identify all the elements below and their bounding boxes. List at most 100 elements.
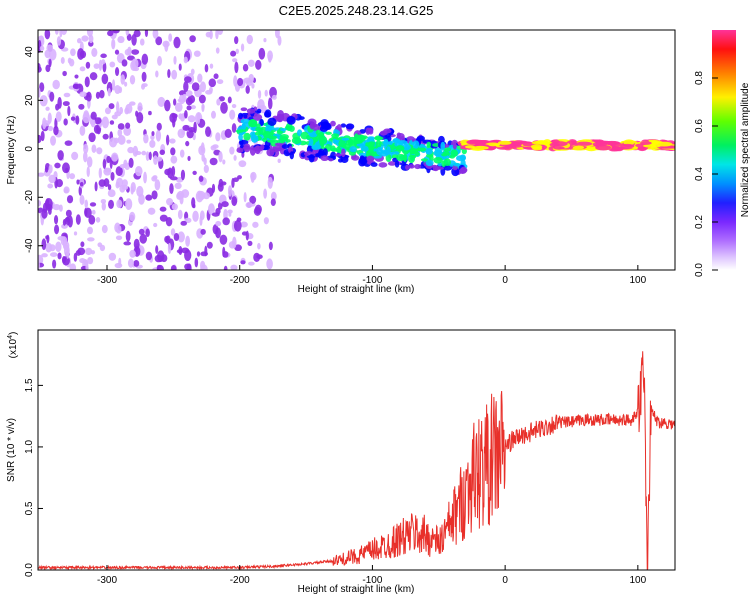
spectrogram-x-label: Height of straight line (km): [298, 284, 415, 295]
spectrogram-cell: [451, 167, 460, 177]
spectrogram-cell: [38, 172, 45, 177]
spectrogram-cell: [57, 235, 66, 241]
spectrogram-cell: [288, 125, 295, 132]
x-tick-label: -200: [230, 275, 250, 286]
spectrogram-cell: [107, 184, 112, 191]
spectrogram-cell: [572, 145, 585, 150]
spectrogram-cell: [332, 138, 337, 144]
spectrogram-cell: [48, 58, 52, 68]
snr-y-scale-exponent: 4: [7, 335, 14, 339]
spectrogram-cell: [267, 97, 273, 110]
spectrogram-cell: [136, 185, 144, 197]
spectrogram-cell: [379, 150, 389, 157]
spectrogram-cell: [233, 75, 238, 87]
spectrogram-cell: [366, 155, 375, 162]
spectrogram-cell: [247, 59, 255, 67]
spectrogram-cell: [79, 91, 87, 98]
spectrogram-cell: [238, 112, 244, 120]
spectrogram-cell: [277, 158, 281, 163]
spectrogram-cell: [452, 141, 457, 150]
spectrogram-cell: [79, 125, 86, 136]
snr-y-scale-note: (x104): [7, 332, 19, 359]
spectrogram-cell: [45, 106, 50, 111]
spectrogram-cell: [171, 203, 178, 211]
colorbar-label: Normalized spectral amplitude: [740, 82, 750, 217]
spectrogram-cell: [114, 66, 120, 77]
spectrogram-cell: [54, 30, 59, 35]
spectrogram-cell: [48, 207, 52, 215]
spectrogram-cell: [595, 144, 612, 151]
spectrogram-cell: [42, 117, 47, 130]
spectrogram-cell: [337, 158, 343, 163]
spectrogram-cell: [553, 146, 565, 150]
spectrogram-cell: [238, 160, 247, 168]
spectrogram-cell: [459, 154, 466, 161]
spectrogram-cell: [227, 96, 232, 104]
snr-frame: [37, 329, 676, 571]
spectrogram-cell: [153, 222, 158, 228]
spectrogram-cell: [398, 140, 408, 145]
spectrogram-cell: [237, 77, 244, 87]
spectrogram-cell: [84, 76, 90, 88]
spectrogram-cell: [256, 123, 261, 129]
spectrogram-cell: [62, 101, 70, 107]
spectrogram-cell: [387, 161, 397, 166]
spectrogram-cell: [368, 142, 373, 151]
spectrogram-cell: [86, 226, 93, 235]
colorbar-ticks: 0.0 0.2 0.4 0.6 0.8: [694, 71, 718, 277]
spectrogram-cell: [120, 74, 126, 85]
x-tick-label: -100: [362, 575, 382, 586]
spectrogram-cell: [86, 91, 92, 102]
spectrogram-cell: [274, 142, 283, 146]
spectrogram-cell: [145, 151, 150, 162]
spectrogram-cell: [100, 53, 107, 59]
spectrogram-cell: [193, 50, 201, 57]
spectrogram-cell: [252, 221, 259, 228]
spectrogram-cell: [351, 155, 360, 161]
spectrogram-cell: [205, 89, 213, 95]
spectrogram-cell: [86, 30, 93, 37]
spectrogram-cell: [394, 160, 400, 168]
spectrogram-cell: [95, 217, 101, 223]
spectrogram-cell: [80, 241, 85, 248]
spectrogram-cell: [151, 131, 155, 136]
spectrogram-cell: [219, 234, 228, 245]
spectrogram-cell: [143, 133, 149, 144]
spectrogram-cell: [331, 133, 340, 138]
spectrogram-cell: [55, 111, 62, 122]
spectrogram-cell: [44, 166, 49, 173]
spectrogram-cell: [279, 133, 289, 140]
spectrogram-cell: [623, 139, 635, 146]
spectrogram-cell: [90, 111, 97, 120]
spectrogram-cell: [356, 143, 366, 147]
spectrogram-cell: [229, 109, 236, 120]
spectrogram-cell: [71, 151, 79, 161]
spectrogram-cell: [109, 137, 118, 148]
spectrogram-cell: [109, 61, 116, 68]
spectrogram-cell: [39, 82, 45, 93]
spectrogram-cell: [168, 33, 173, 42]
spectrogram-cell: [178, 63, 182, 71]
spectrogram-cell: [230, 50, 237, 57]
spectrogram-cell: [145, 194, 153, 201]
spectrogram-cell: [69, 263, 77, 270]
spectrogram-cell: [117, 128, 123, 137]
spectrogram-cell: [460, 166, 467, 174]
spectrogram-cell: [76, 38, 82, 44]
spectrogram-cell: [378, 162, 388, 168]
spectrogram-cell: [136, 111, 144, 124]
spectrogram-cell: [227, 209, 233, 214]
spectrogram-cell: [345, 123, 355, 130]
x-tick-label: 100: [629, 575, 646, 586]
spectrogram-cell: [139, 38, 145, 46]
spectrogram-cell: [200, 228, 206, 235]
spectrogram-cell: [151, 190, 158, 200]
spectrogram-cell: [250, 134, 259, 143]
spectrogram-cell: [47, 125, 54, 132]
spectrogram-cell: [309, 122, 315, 130]
spectrogram-cell: [425, 159, 434, 167]
spectrogram-cell: [254, 131, 262, 136]
spectrogram-cell: [170, 228, 176, 236]
spectrogram-cell: [243, 143, 251, 153]
spectrogram-cell: [208, 78, 217, 88]
